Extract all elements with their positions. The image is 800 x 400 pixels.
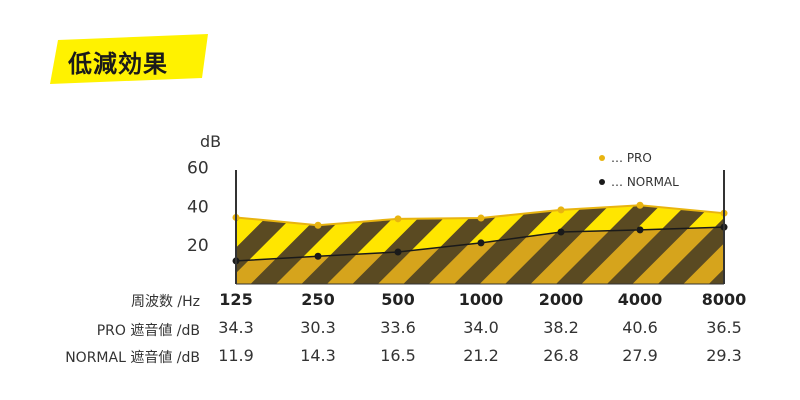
yellow-brush-shape bbox=[50, 34, 208, 84]
pro-cell-1000: 34.0 bbox=[463, 318, 499, 337]
y-tick-60: 60 bbox=[187, 159, 209, 179]
normal-cell-4000: 27.9 bbox=[622, 346, 658, 365]
pro-cell-8000: 36.5 bbox=[706, 318, 742, 337]
pro-point-4000 bbox=[636, 201, 644, 209]
pro-cell-2000: 38.2 bbox=[543, 318, 579, 337]
freq-cell-250: 250 bbox=[301, 290, 335, 309]
freq-cell-8000: 8000 bbox=[701, 290, 747, 309]
normal-point-500 bbox=[394, 248, 402, 256]
chart-title: 低減効果 bbox=[68, 50, 168, 78]
title-badge: 低減効果 bbox=[50, 34, 210, 84]
legend-marker-1 bbox=[599, 179, 605, 185]
normal-point-250 bbox=[314, 252, 322, 260]
freq-cell-2000: 2000 bbox=[538, 290, 584, 309]
pro-point-1000 bbox=[477, 214, 485, 222]
normal-cell-8000: 29.3 bbox=[706, 346, 742, 365]
freq-cell-500: 500 bbox=[381, 290, 415, 309]
normal-cell-500: 16.5 bbox=[380, 346, 416, 365]
y-tick-40: 40 bbox=[187, 197, 209, 217]
y-axis-unit: dB bbox=[200, 132, 221, 151]
legend-marker-0 bbox=[599, 155, 605, 161]
pro-point-2000 bbox=[557, 206, 565, 214]
pro-cell-4000: 40.6 bbox=[622, 318, 658, 337]
normal-cell-1000: 21.2 bbox=[463, 346, 499, 365]
normal-point-1000 bbox=[477, 239, 485, 247]
normal-point-4000 bbox=[636, 226, 644, 234]
pro-point-250 bbox=[314, 221, 322, 229]
normal-row-label: NORMAL 遮音値 /dB bbox=[65, 350, 200, 366]
normal-point-2000 bbox=[557, 228, 565, 236]
pro-point-500 bbox=[394, 215, 402, 223]
normal-cell-125: 11.9 bbox=[218, 346, 254, 365]
normal-area bbox=[236, 227, 724, 284]
legend-label-0: … PRO bbox=[611, 151, 652, 165]
freq-cell-4000: 4000 bbox=[617, 290, 663, 309]
freq-row-label: 周波数 /Hz bbox=[130, 294, 200, 310]
normal-cell-250: 14.3 bbox=[300, 346, 336, 365]
y-tick-20: 20 bbox=[187, 236, 209, 256]
freq-cell-1000: 1000 bbox=[458, 290, 504, 309]
pro-row-label: PRO 遮音値 /dB bbox=[96, 323, 200, 339]
normal-cell-2000: 26.8 bbox=[543, 346, 579, 365]
pro-cell-250: 30.3 bbox=[300, 318, 336, 337]
legend-label-1: … NORMAL bbox=[611, 175, 679, 189]
freq-cell-125: 125 bbox=[219, 290, 253, 309]
pro-cell-500: 33.6 bbox=[380, 318, 416, 337]
pro-cell-125: 34.3 bbox=[218, 318, 254, 337]
